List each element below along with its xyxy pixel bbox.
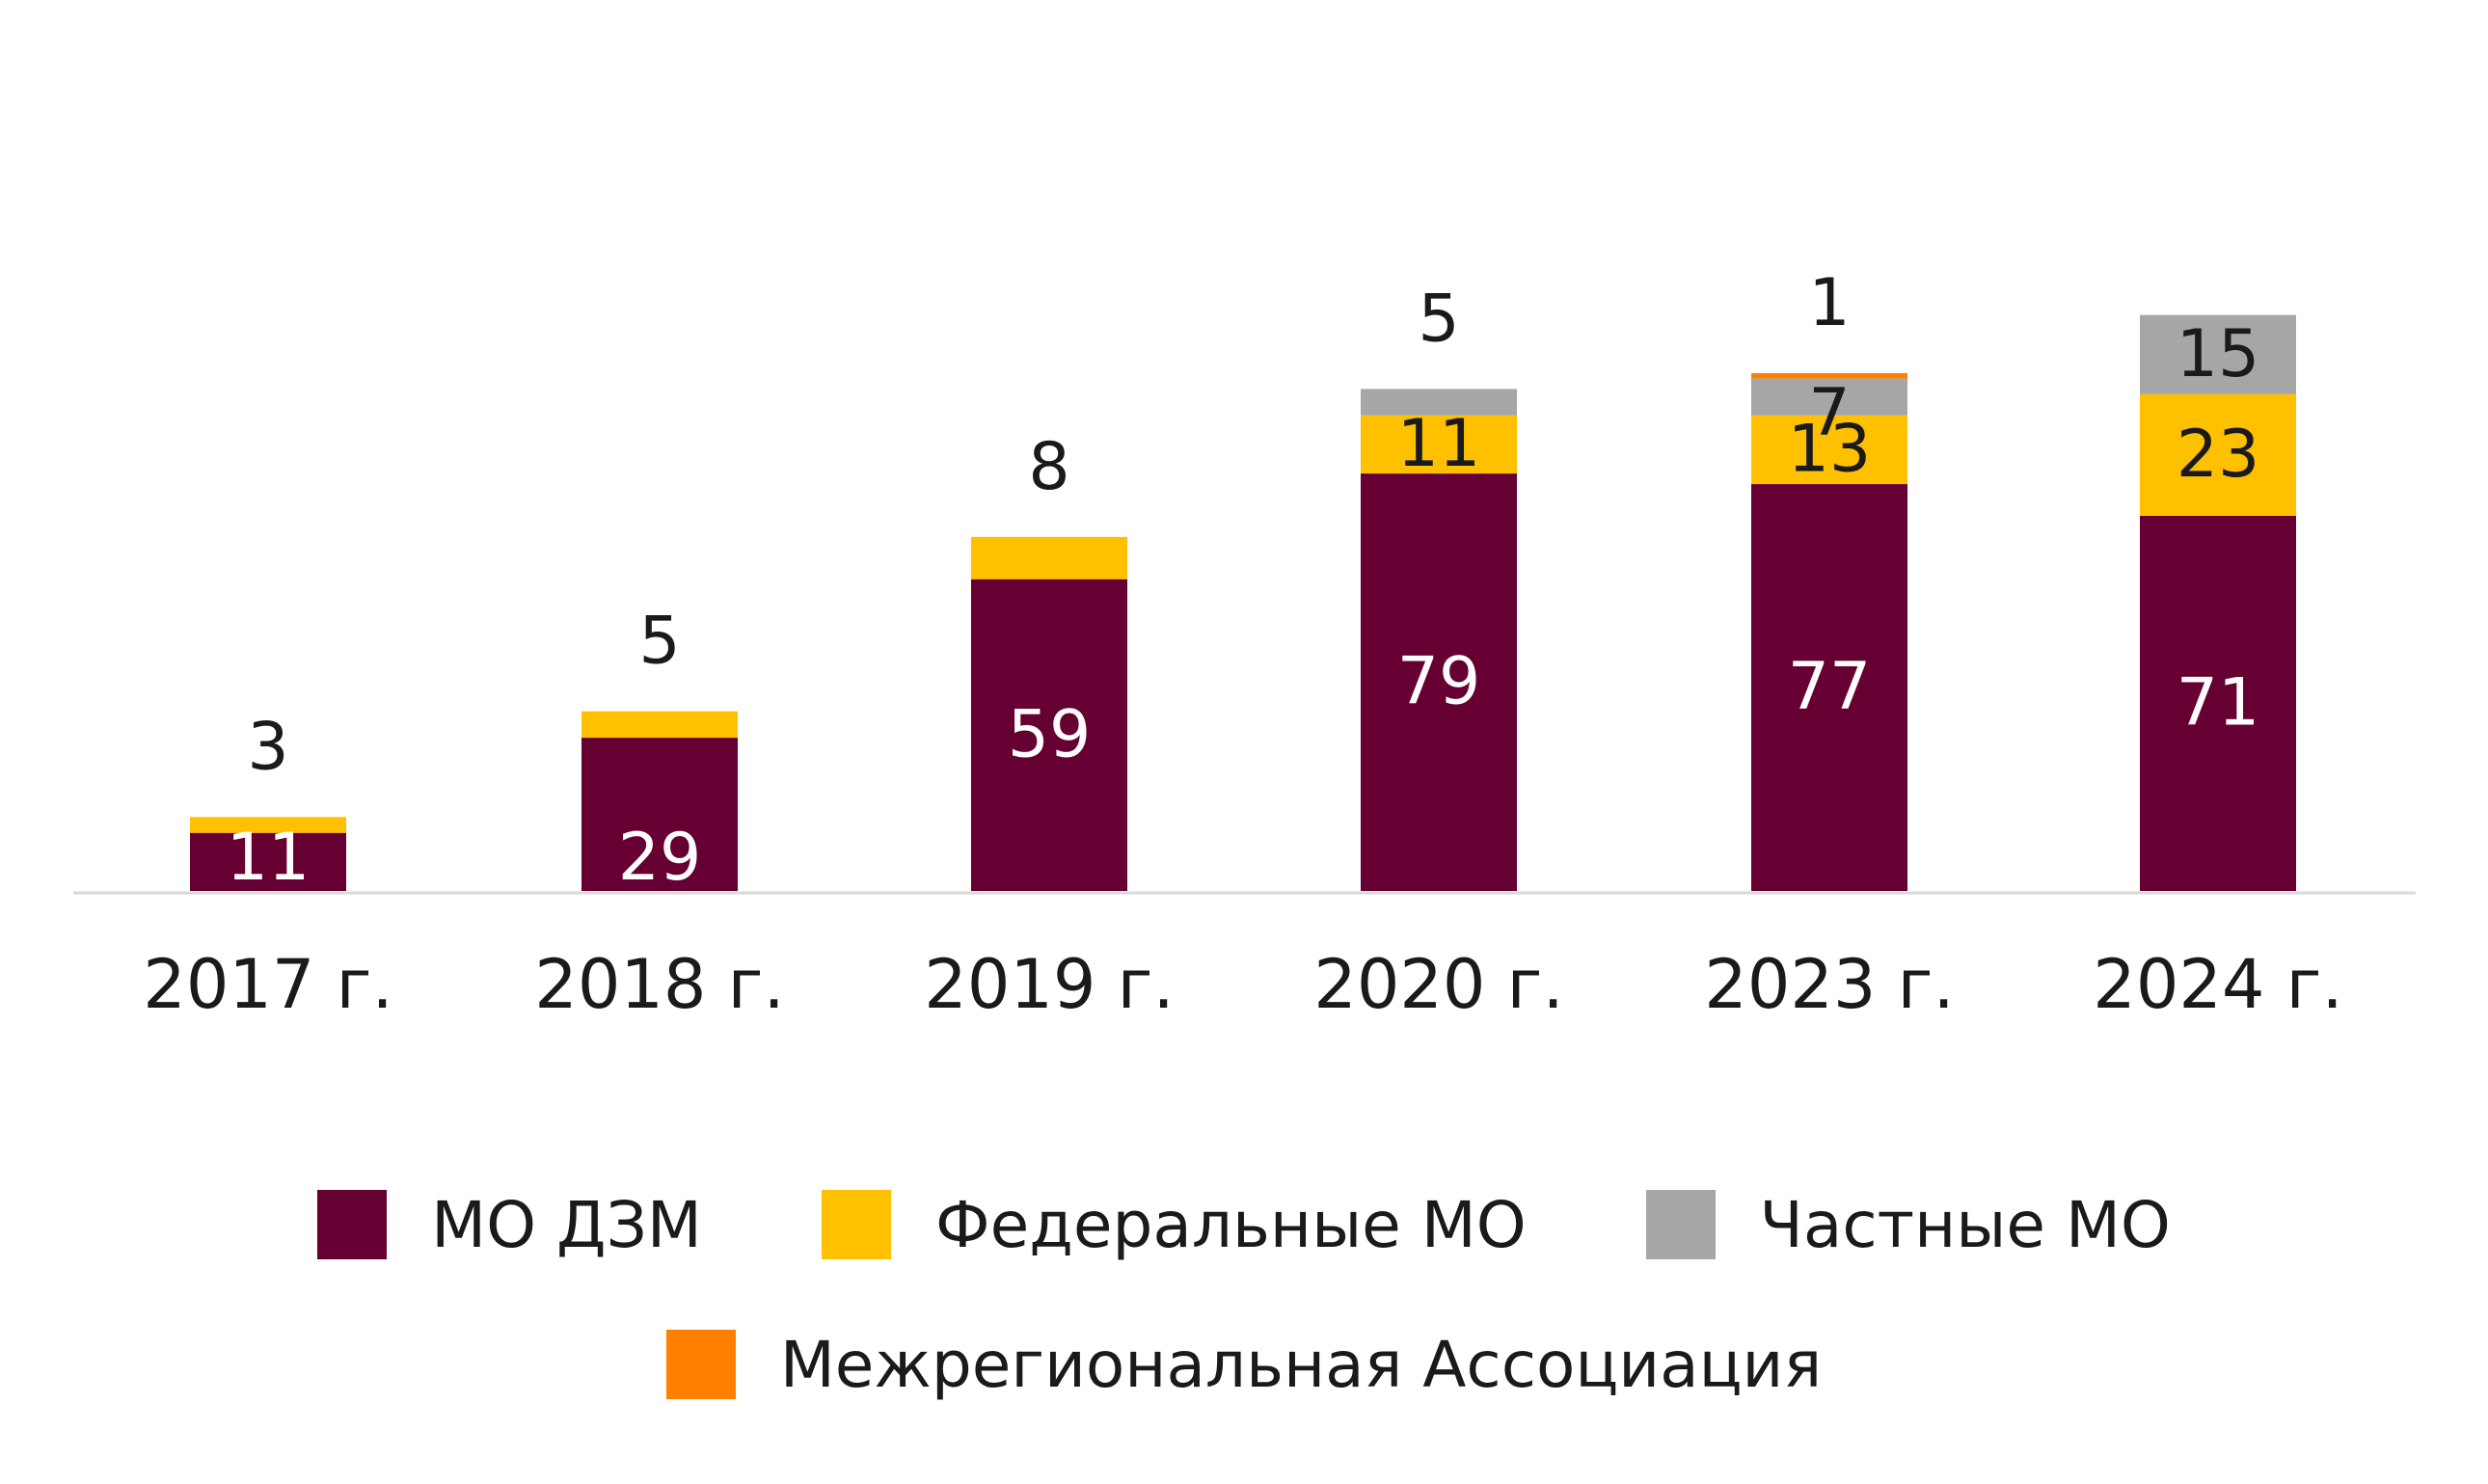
bar-federal-mo-4 xyxy=(1361,415,1517,474)
bar-mo-dzm-5 xyxy=(1751,484,1907,891)
data-label-mo-dzm-6: 71 xyxy=(2177,664,2260,741)
data-label-private-mo-6: 15 xyxy=(2177,316,2260,392)
legend-item-mo-dzm: МО ДЗМ xyxy=(317,1188,702,1262)
bar-mo-dzm-4 xyxy=(1361,473,1517,891)
legend-item-private-mo: Частные МО xyxy=(1645,1187,2171,1262)
legend-swatch-private-mo xyxy=(1645,1190,1716,1259)
data-label-federal-mo-1: 3 xyxy=(247,709,288,785)
bar-private-mo-5 xyxy=(1751,378,1907,416)
legend-item-federal-mo: Федеральные МО xyxy=(821,1187,1527,1262)
bar-mo-dzm-6 xyxy=(2140,515,2296,891)
data-label-private-mo-4: 5 xyxy=(1418,281,1459,357)
data-label-mo-dzm-4: 79 xyxy=(1397,644,1481,720)
bar-federal-mo-5 xyxy=(1751,415,1907,485)
x-tick-label-4: 2020 г. xyxy=(1313,945,1563,1024)
legend-item-interregional: Межрегиональная Ассоциация xyxy=(665,1327,1823,1402)
data-label-federal-mo-5: 13 xyxy=(1788,411,1872,487)
data-label-federal-mo-6: 23 xyxy=(2177,417,2260,493)
legend-swatch-mo-dzm xyxy=(317,1190,388,1259)
bar-private-mo-4 xyxy=(1361,389,1517,416)
bar-interregional-5 xyxy=(1751,372,1907,379)
bar-federal-mo-1 xyxy=(190,817,346,833)
data-label-mo-dzm-5: 77 xyxy=(1788,649,1872,725)
data-label-federal-mo-3: 8 xyxy=(1028,429,1069,505)
bar-federal-mo-3 xyxy=(971,536,1127,580)
data-label-private-mo-5: 7 xyxy=(1808,375,1850,451)
bar-mo-dzm-2 xyxy=(581,738,738,891)
x-tick-label-5: 2023 г. xyxy=(1704,945,1954,1024)
data-label-mo-dzm-3: 59 xyxy=(1008,696,1092,772)
legend-label-interregional: Межрегиональная Ассоциация xyxy=(779,1327,1823,1402)
legend-label-federal-mo: Федеральные МО xyxy=(934,1187,1527,1262)
legend-label-mo-dzm: МО ДЗМ xyxy=(431,1187,702,1262)
bar-mo-dzm-3 xyxy=(971,579,1127,891)
legend-label-private-mo: Частные МО xyxy=(1759,1187,2171,1262)
x-tick-label-1: 2017 г. xyxy=(143,945,392,1024)
bar-federal-mo-6 xyxy=(2140,393,2296,516)
x-tick-label-2: 2018 г. xyxy=(534,945,784,1024)
data-label-mo-dzm-1: 11 xyxy=(227,820,311,896)
bar-private-mo-6 xyxy=(2140,314,2296,394)
data-label-mo-dzm-2: 29 xyxy=(618,820,702,896)
x-tick-label-3: 2019 г. xyxy=(924,945,1174,1024)
bar-mo-dzm-1 xyxy=(190,832,346,891)
bar-federal-mo-2 xyxy=(581,711,738,739)
legend-row-2: Межрегиональная Ассоциация xyxy=(0,1321,2488,1408)
data-label-federal-mo-4: 11 xyxy=(1397,406,1481,482)
legend-swatch-interregional xyxy=(665,1330,736,1399)
legend-row-1: МО ДЗМ Федеральные МО Частные МО xyxy=(0,1181,2488,1268)
legend-swatch-federal-mo xyxy=(821,1190,891,1259)
data-label-federal-mo-2: 5 xyxy=(638,604,680,680)
data-label-interregional-5: 1 xyxy=(1808,265,1850,341)
x-tick-label-6: 2024 г. xyxy=(2093,945,2342,1024)
